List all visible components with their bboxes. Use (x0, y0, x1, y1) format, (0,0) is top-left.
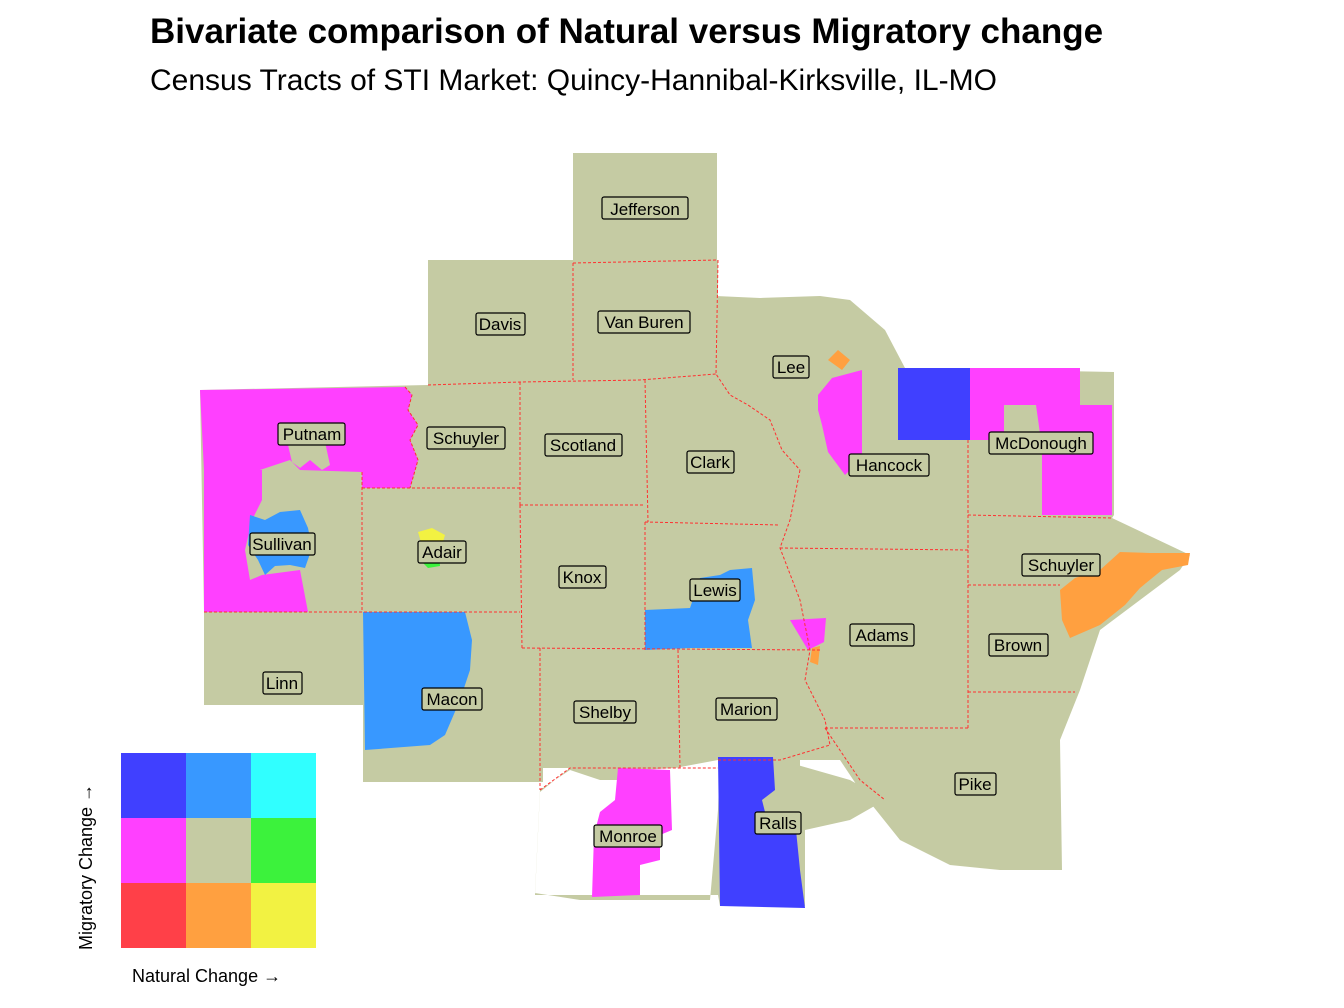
legend-cell-low_low (121, 883, 186, 948)
county-borders (204, 259, 1113, 801)
tract-hancock-pink (818, 370, 862, 475)
label-scotland: Scotland (544, 433, 623, 457)
label-lee: Lee (772, 355, 810, 379)
land-base (200, 153, 1190, 906)
tract-putnam-inner (288, 442, 330, 470)
svg-text:Pike: Pike (958, 775, 991, 794)
legend-cell-mid_low (186, 883, 251, 948)
label-ralls: Ralls (754, 811, 802, 835)
legend-cell-high_low (251, 883, 316, 948)
legend-x-label: Natural Change → (132, 966, 282, 986)
svg-text:Lewis: Lewis (693, 581, 736, 600)
label-lewis: Lewis (689, 578, 741, 602)
svg-text:Marion: Marion (720, 700, 772, 719)
svg-text:Jefferson: Jefferson (610, 200, 680, 219)
svg-text:Monroe: Monroe (599, 827, 657, 846)
map-title: Bivariate comparison of Natural versus M… (150, 12, 1104, 51)
tract-macon (363, 612, 472, 750)
label-putnam: Putnam (277, 422, 346, 446)
label-macon: Macon (421, 687, 483, 711)
county-labels: Jefferson Davis Van Buren Lee Putnam Sch… (249, 196, 1101, 848)
tract-adams-pink (790, 618, 826, 650)
legend-cell-high_mid (251, 818, 316, 883)
label-schuyler-il: Schuyler (1021, 553, 1101, 577)
svg-text:Putnam: Putnam (283, 425, 342, 444)
label-sullivan: Sullivan (249, 532, 316, 556)
svg-text:Schuyler: Schuyler (433, 429, 499, 448)
label-mcdonough: McDonough (988, 431, 1094, 455)
legend-cell-high_high (251, 753, 316, 818)
tract-lee-orange (828, 350, 850, 370)
svg-text:Macon: Macon (426, 690, 477, 709)
svg-text:Brown: Brown (994, 636, 1042, 655)
label-linn: Linn (262, 671, 303, 695)
svg-text:Knox: Knox (563, 568, 602, 587)
svg-text:McDonough: McDonough (995, 434, 1087, 453)
svg-text:Schuyler: Schuyler (1028, 556, 1094, 575)
svg-text:Scotland: Scotland (550, 436, 616, 455)
label-shelby: Shelby (573, 700, 637, 724)
legend-cell-mid_high (186, 753, 251, 818)
svg-text:Shelby: Shelby (579, 703, 631, 722)
label-adair: Adair (417, 540, 467, 564)
label-hancock: Hancock (848, 453, 930, 477)
svg-text:Davis: Davis (479, 315, 522, 334)
tract-adams-orange (810, 646, 820, 665)
legend-cell-mid_mid (186, 818, 251, 883)
bivariate-legend (121, 753, 316, 948)
label-davis: Davis (475, 312, 526, 336)
label-brown: Brown (988, 633, 1049, 657)
label-pike: Pike (954, 772, 997, 796)
legend-cell-low_mid (121, 818, 186, 883)
svg-text:Lee: Lee (777, 358, 805, 377)
svg-text:Linn: Linn (266, 674, 298, 693)
label-knox: Knox (558, 565, 607, 589)
svg-text:Clark: Clark (690, 453, 730, 472)
label-van-buren: Van Buren (597, 310, 691, 334)
svg-text:Van Buren: Van Buren (604, 313, 683, 332)
label-monroe: Monroe (593, 824, 663, 848)
svg-text:Adair: Adair (422, 543, 462, 562)
tract-mcdonough-pink (970, 368, 1112, 515)
label-schuyler-mo: Schuyler (426, 426, 506, 450)
legend-y-label: Migratory Change → (76, 783, 96, 950)
svg-text:Hancock: Hancock (856, 456, 923, 475)
svg-text:Adams: Adams (856, 626, 909, 645)
label-jefferson: Jefferson (601, 196, 689, 220)
label-marion: Marion (715, 697, 778, 721)
svg-text:Ralls: Ralls (759, 814, 797, 833)
legend-cell-low_high (121, 753, 186, 818)
map-subtitle: Census Tracts of STI Market: Quincy-Hann… (150, 64, 997, 97)
tract-hancock-blue (898, 368, 970, 440)
label-adams: Adams (849, 623, 915, 647)
tract-sullivan-west (204, 470, 308, 612)
label-clark: Clark (686, 450, 735, 474)
svg-text:Sullivan: Sullivan (252, 535, 312, 554)
tract-fills (200, 350, 1190, 908)
